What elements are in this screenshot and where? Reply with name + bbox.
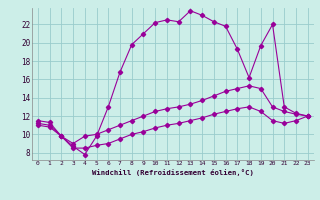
- X-axis label: Windchill (Refroidissement éolien,°C): Windchill (Refroidissement éolien,°C): [92, 169, 254, 176]
